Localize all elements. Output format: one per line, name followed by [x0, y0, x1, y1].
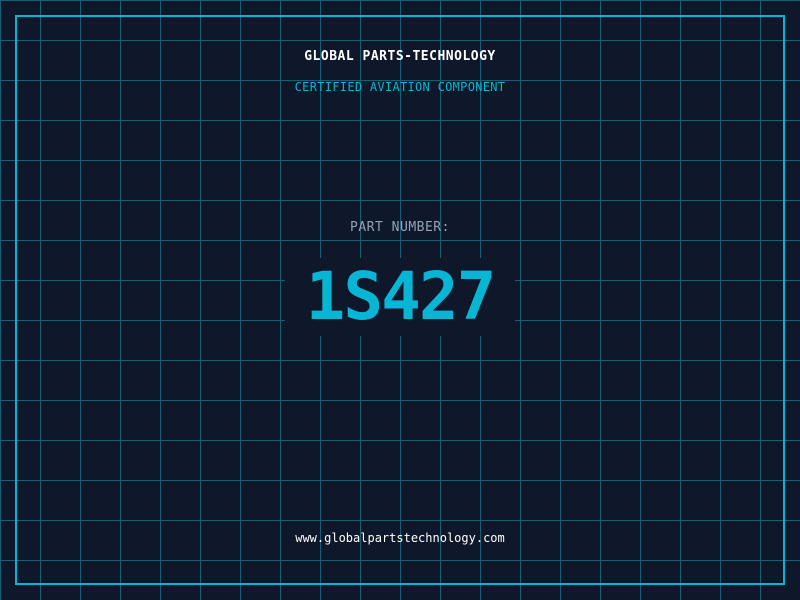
part-number-box: 1S427 — [285, 258, 515, 336]
part-number-value: 1S427 — [305, 258, 497, 335]
website-url: www.globalpartstechnology.com — [295, 531, 505, 545]
border-frame — [15, 15, 785, 585]
part-number-label: PART NUMBER: — [350, 220, 450, 235]
subtitle: CERTIFIED AVIATION COMPONENT — [294, 80, 506, 94]
brand-title: GLOBAL PARTS-TECHNOLOGY — [304, 49, 496, 64]
